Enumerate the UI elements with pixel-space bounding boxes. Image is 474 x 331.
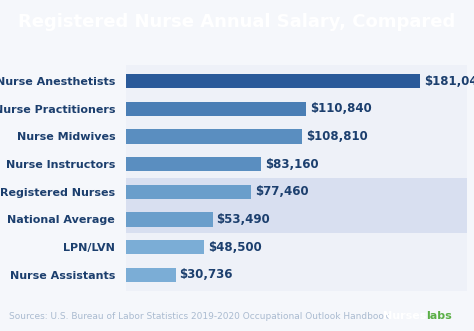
- Text: $110,840: $110,840: [310, 102, 372, 115]
- Bar: [126, 129, 302, 144]
- Text: Registered Nurse Annual Salary, Compared: Registered Nurse Annual Salary, Compared: [18, 13, 456, 31]
- Bar: [126, 74, 420, 88]
- Text: Sources: U.S. Bureau of Labor Statistics 2019-2020 Occupational Outlook Handbook: Sources: U.S. Bureau of Labor Statistics…: [9, 311, 390, 321]
- Bar: [126, 102, 306, 116]
- Bar: [126, 212, 212, 227]
- Text: $53,490: $53,490: [217, 213, 270, 226]
- Bar: [126, 178, 467, 206]
- Text: $181,040: $181,040: [424, 74, 474, 88]
- Text: $30,736: $30,736: [180, 268, 233, 281]
- Text: $108,810: $108,810: [307, 130, 368, 143]
- Bar: [126, 240, 204, 254]
- Text: labs: labs: [427, 311, 452, 321]
- Text: $48,500: $48,500: [209, 241, 262, 254]
- Bar: [126, 267, 175, 282]
- Bar: [126, 206, 467, 233]
- Bar: [126, 157, 261, 171]
- Text: $83,160: $83,160: [265, 158, 319, 170]
- Bar: [126, 185, 252, 199]
- Text: $77,460: $77,460: [255, 185, 309, 198]
- Text: Nurses: Nurses: [383, 311, 427, 321]
